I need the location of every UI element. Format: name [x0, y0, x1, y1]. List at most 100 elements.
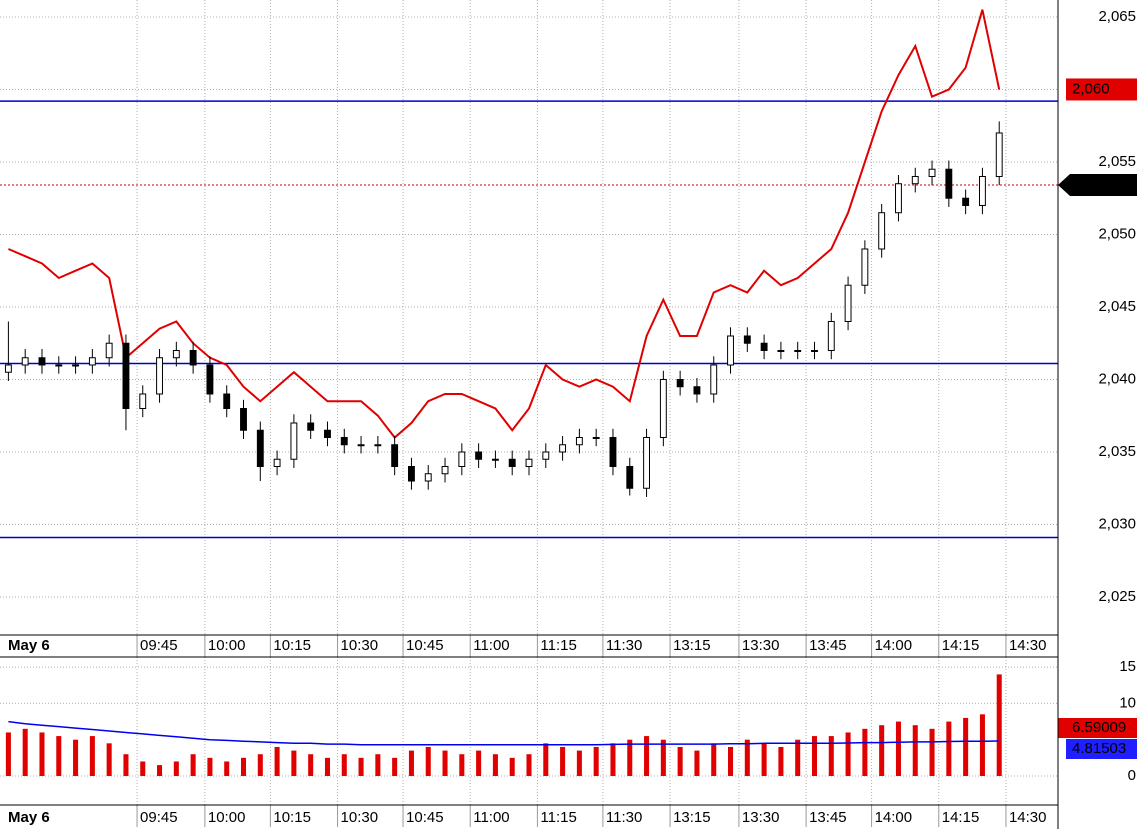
y-tick-label: 2,065 — [1098, 8, 1136, 25]
x-tick-label: 13:45 — [809, 637, 847, 654]
y-tick-label: 0 — [1128, 767, 1136, 784]
x-tick-label: 10:00 — [208, 637, 246, 654]
x-tick-label: 14:30 — [1009, 809, 1047, 826]
candle-body — [861, 248, 869, 286]
volume-bar — [660, 739, 666, 776]
volume-bar — [492, 754, 498, 776]
candle-body — [340, 436, 348, 446]
volume-bar — [543, 743, 549, 776]
candle-body — [408, 465, 415, 482]
volume-bar — [778, 746, 784, 776]
x-tick-label: 14:15 — [942, 809, 980, 826]
candle-body — [256, 429, 264, 467]
volume-bar — [173, 761, 179, 776]
volume-bar — [358, 757, 364, 776]
candle-body — [760, 342, 768, 351]
y-tick-label: 2,045 — [1098, 298, 1136, 315]
volume-bar — [879, 725, 885, 776]
volume-bar — [190, 754, 196, 776]
x-tick-label: 14:30 — [1009, 637, 1047, 654]
candle-body — [139, 393, 147, 409]
volume-bar — [845, 732, 851, 776]
volume-bar — [593, 746, 599, 776]
candle-body — [844, 284, 852, 322]
x-tick-label: 10:15 — [273, 637, 311, 654]
overlay-label: 2,060 — [1072, 80, 1110, 97]
y-tick-label: 2,040 — [1098, 370, 1136, 387]
volume-bar — [257, 754, 263, 776]
volume-bar — [929, 728, 935, 776]
volume-bar — [610, 743, 616, 776]
candle-body — [693, 386, 701, 395]
candle-body — [273, 458, 281, 467]
volume-bar — [408, 750, 414, 776]
x-tick-label: 11:15 — [540, 809, 576, 826]
candle-body — [710, 364, 718, 395]
candle-body — [38, 357, 46, 366]
candle-body — [441, 465, 449, 475]
volume-bar — [476, 750, 482, 776]
volume-bar — [56, 736, 62, 776]
candle-body — [491, 458, 499, 461]
x-tick-label: 10:45 — [406, 809, 444, 826]
x-tick-label: 11:15 — [540, 637, 576, 654]
volume-bar — [392, 757, 398, 776]
overlay-line — [8, 9, 1001, 439]
volume-bar — [106, 743, 112, 776]
candle-body — [827, 320, 835, 351]
volume-bar — [694, 750, 700, 776]
candle-body — [525, 458, 533, 467]
volume-bar — [711, 743, 717, 776]
volume-bar — [140, 761, 146, 776]
candle-body — [811, 349, 818, 352]
candle-body — [374, 444, 382, 447]
candle-body — [122, 342, 130, 409]
volume-bar — [324, 757, 330, 776]
volume-bar — [73, 739, 79, 776]
candle-body — [72, 364, 80, 367]
volume-bar — [291, 750, 297, 776]
candle-body — [643, 436, 650, 489]
x-tick-label: 13:30 — [742, 637, 780, 654]
candle-body — [357, 444, 365, 447]
volume-bar — [425, 746, 431, 776]
volume-bar — [728, 746, 734, 776]
volume-bar — [274, 746, 280, 776]
volume-bar — [442, 750, 448, 776]
y-tick-label: 2,025 — [1098, 588, 1136, 605]
candle-body — [307, 422, 315, 431]
last-price-label: 2,053.41 — [1072, 176, 1130, 193]
y-tick-label: 2,050 — [1098, 225, 1136, 242]
volume-bar — [240, 757, 247, 776]
candle-body — [88, 357, 96, 366]
candle-body — [324, 429, 331, 438]
candle-body — [626, 465, 634, 489]
candle-body — [676, 378, 684, 388]
last-price-box — [1058, 174, 1137, 197]
y-tick-label: 15 — [1119, 658, 1136, 675]
volume-bar — [341, 754, 347, 776]
average-label: 4.81503 — [1072, 740, 1126, 757]
volume-bar — [560, 746, 566, 776]
volume-bar — [39, 732, 45, 776]
volume-bar — [22, 728, 28, 776]
candle-body — [995, 132, 1003, 177]
x-tick-label: 14:00 — [875, 809, 913, 826]
date-label: May 6 — [8, 809, 50, 826]
volume-bar — [123, 754, 129, 776]
x-tick-label: 13:15 — [673, 637, 711, 654]
volume-bar — [811, 736, 818, 776]
volume-bar — [946, 721, 952, 776]
candle-body — [794, 349, 802, 352]
volume-bar — [996, 674, 1002, 776]
candle-body — [575, 436, 583, 446]
volume-bar — [963, 717, 969, 776]
candle-body — [609, 436, 617, 467]
x-tick-label: 11:00 — [473, 637, 509, 654]
volume-bar — [744, 739, 750, 776]
volume-bar — [862, 728, 868, 776]
x-tick-label: 14:00 — [875, 637, 913, 654]
x-tick-label: 10:30 — [341, 637, 379, 654]
x-tick-label: 10:00 — [208, 809, 246, 826]
